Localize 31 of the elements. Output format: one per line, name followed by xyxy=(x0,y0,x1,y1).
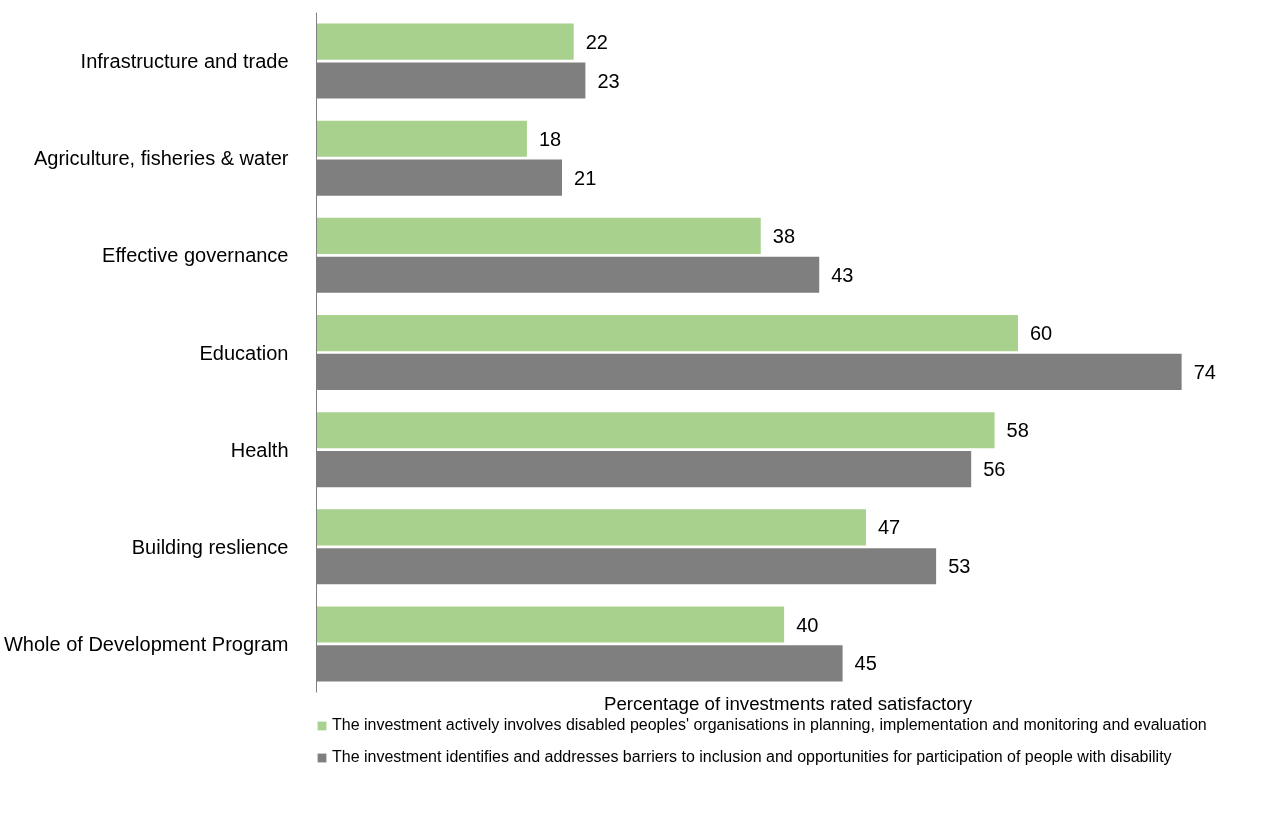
data-label: 23 xyxy=(597,69,620,92)
data-label: 21 xyxy=(574,166,597,189)
data-label: 45 xyxy=(854,652,877,675)
data-label: 74 xyxy=(1193,360,1216,383)
legend-label: The investment actively involves disabled peoples' organisations in planning, implementation and monitoring and evaluation xyxy=(332,716,1207,734)
y-tick-label: Whole of Development Program xyxy=(3,632,289,655)
y-tick-label: Building reslience xyxy=(131,535,289,558)
data-label: 40 xyxy=(796,613,819,636)
data-label: 22 xyxy=(585,30,608,53)
y-tick-label: Effective governance xyxy=(102,244,289,267)
y-tick-label: Infrastructure and trade xyxy=(80,50,289,73)
data-label: 43 xyxy=(831,263,854,286)
bar xyxy=(316,509,866,546)
data-label: 58 xyxy=(1006,419,1029,442)
data-label: 56 xyxy=(983,458,1006,481)
data-label: 47 xyxy=(877,516,901,539)
bar xyxy=(316,412,995,449)
data-label: 18 xyxy=(538,127,562,150)
x-axis-title: Percentage of investments rated satisfactory xyxy=(603,692,973,714)
bar xyxy=(316,23,574,60)
bar xyxy=(316,120,527,157)
bar xyxy=(316,606,785,643)
data-label: 38 xyxy=(772,224,796,247)
data-label: 60 xyxy=(1029,322,1053,345)
data-label: 53 xyxy=(948,555,971,578)
bar xyxy=(316,217,761,254)
bar xyxy=(316,315,1018,352)
y-tick-label: Health xyxy=(230,438,289,461)
y-tick-label: Education xyxy=(199,341,289,364)
y-tick-label: Agriculture, fisheries & water xyxy=(33,147,289,170)
legend-label: The investment identifies and addresses barriers to inclusion and opportunities for participation of people with disability xyxy=(332,748,1172,766)
